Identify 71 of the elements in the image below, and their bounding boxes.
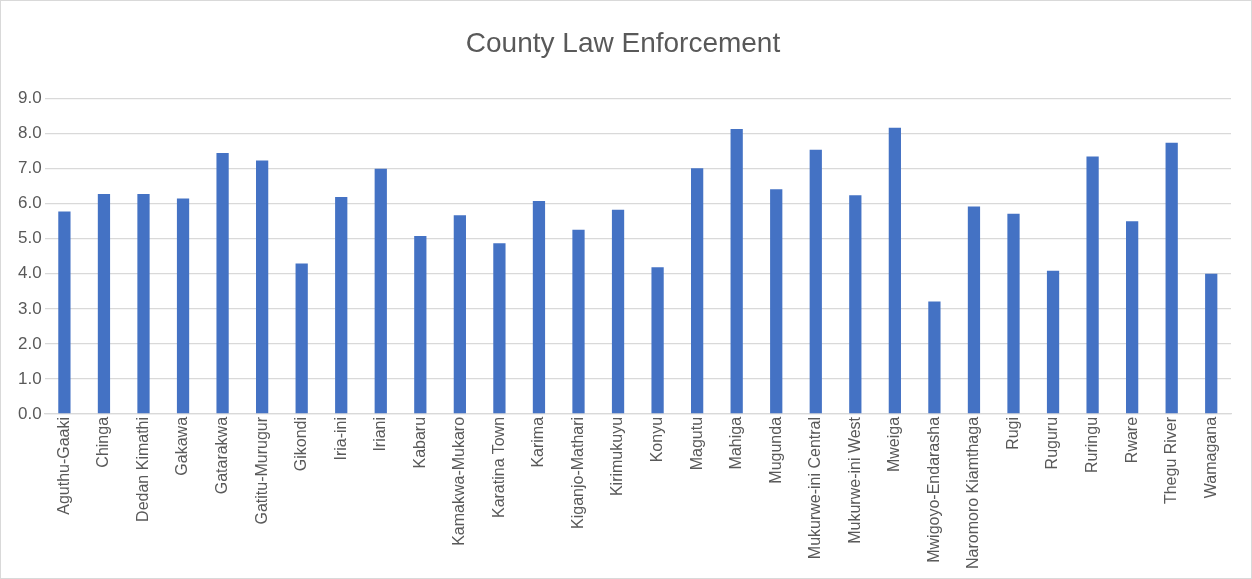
bar xyxy=(137,193,150,414)
x-tick-label: Kamakwa-Mukaro xyxy=(450,416,468,546)
bar xyxy=(651,267,664,414)
y-tick-label: 6.0 xyxy=(17,193,42,213)
x-tick-label: Mukurwe-ini Central xyxy=(806,416,824,560)
bar xyxy=(849,195,862,414)
x-tick-label: Ruringu xyxy=(1083,416,1100,473)
bar xyxy=(1046,270,1060,414)
bar xyxy=(1007,213,1020,414)
x-tick-label: Mweiga xyxy=(885,416,903,473)
bar xyxy=(532,200,546,414)
x-tick-label: Gikondi xyxy=(292,416,310,472)
x-tick-label: Konyu xyxy=(648,416,665,463)
bar xyxy=(414,235,427,414)
bar xyxy=(216,152,229,414)
bar xyxy=(1126,221,1139,414)
bar xyxy=(176,198,190,414)
bar xyxy=(809,149,822,414)
bar xyxy=(493,243,506,414)
bar xyxy=(572,229,585,414)
bar xyxy=(1165,142,1178,414)
bar xyxy=(335,197,348,414)
y-tick-label: 0.0 xyxy=(17,403,42,423)
chart-title: County Law Enforcement xyxy=(465,26,781,58)
bar xyxy=(58,211,71,414)
y-tick-label: 3.0 xyxy=(17,298,42,318)
x-tick-label: Kiganjo-Mathari xyxy=(568,416,586,529)
bar xyxy=(453,215,466,414)
y-tick-label: 7.0 xyxy=(17,158,42,178)
bar xyxy=(691,168,704,414)
bar xyxy=(1086,156,1099,414)
bar xyxy=(374,168,387,414)
bar xyxy=(611,209,625,414)
x-tick-label: Mwigoyo-Endarasha xyxy=(924,416,942,563)
x-tick-label: Iria-ini xyxy=(331,416,349,461)
bar xyxy=(97,193,111,414)
x-tick-label: Gatitu-Murugur xyxy=(252,416,270,525)
x-tick-label: Mahiga xyxy=(727,416,745,470)
y-tick-label: 2.0 xyxy=(17,333,42,353)
x-tick-label: Rware xyxy=(1122,416,1140,464)
y-tick-label: 1.0 xyxy=(17,368,42,388)
x-tick-label: Mukurwe-ini West xyxy=(845,416,863,544)
y-tick-label: 5.0 xyxy=(17,228,42,248)
x-tick-label: Gakawa xyxy=(173,416,191,476)
x-tick-label: Kabaru xyxy=(410,416,428,469)
x-tick-label: Iriani xyxy=(371,416,389,452)
y-tick-label: 4.0 xyxy=(17,263,42,283)
bar xyxy=(770,189,783,414)
x-tick-label: Magutu xyxy=(687,416,705,471)
x-tick-label: Ruguru xyxy=(1043,416,1061,470)
x-tick-label: Naromoro Kiamthaga xyxy=(964,416,982,570)
x-tick-label: Karatina Town xyxy=(489,416,507,519)
y-tick-label: 9.0 xyxy=(17,88,42,108)
x-tick-label: Thegu River xyxy=(1162,416,1180,505)
bar xyxy=(928,301,941,414)
x-tick-label: Kirimukuyu xyxy=(608,416,626,497)
bar xyxy=(295,263,308,414)
y-tick-label: 8.0 xyxy=(17,123,42,143)
x-tick-label: Chinga xyxy=(94,416,112,468)
x-tick-label: Dedan Kimathi xyxy=(133,416,151,522)
x-tick-label: Mugunda xyxy=(766,416,784,484)
x-tick-label: Karima xyxy=(529,416,547,468)
bar xyxy=(1205,273,1218,414)
bar xyxy=(256,160,269,414)
bar xyxy=(730,129,743,414)
bar xyxy=(967,206,981,414)
x-tick-label: Wamagana xyxy=(1201,416,1219,499)
x-tick-label: Aguthu-Gaaki xyxy=(54,416,72,515)
x-tick-label: Rugi xyxy=(1003,416,1021,450)
bar xyxy=(888,127,901,414)
x-tick-label: Gatarakwa xyxy=(212,416,230,495)
